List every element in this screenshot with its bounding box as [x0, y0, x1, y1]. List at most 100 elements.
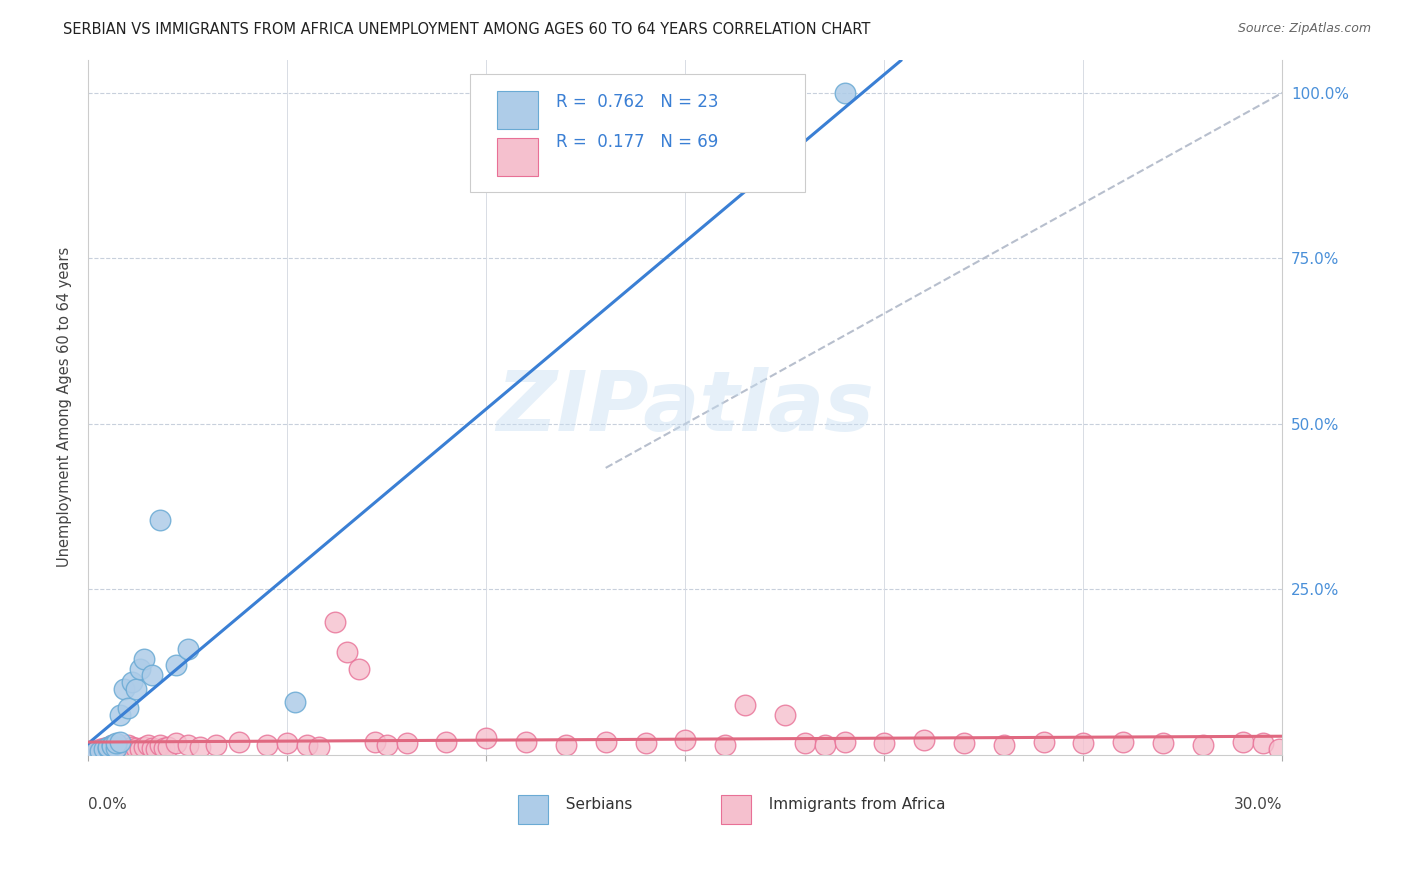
Point	[89, 742, 111, 756]
Point	[1267, 742, 1289, 756]
Point	[336, 645, 359, 659]
Point	[93, 741, 115, 756]
Point	[814, 738, 837, 752]
Point	[97, 739, 120, 754]
Point	[834, 734, 856, 748]
Text: R =  0.762   N = 23: R = 0.762 N = 23	[557, 93, 718, 111]
Point	[773, 708, 796, 723]
Text: Immigrants from Africa: Immigrants from Africa	[759, 797, 946, 812]
Point	[117, 738, 139, 752]
Point	[256, 738, 278, 752]
Point	[141, 741, 163, 756]
Point	[714, 738, 737, 752]
Point	[149, 513, 172, 527]
Text: SERBIAN VS IMMIGRANTS FROM AFRICA UNEMPLOYMENT AMONG AGES 60 TO 64 YEARS CORRELA: SERBIAN VS IMMIGRANTS FROM AFRICA UNEMPL…	[63, 22, 870, 37]
Point	[156, 739, 179, 754]
Point	[125, 681, 148, 696]
Point	[323, 615, 346, 630]
Point	[793, 736, 815, 750]
Point	[93, 742, 115, 756]
Point	[101, 745, 124, 759]
Point	[129, 662, 152, 676]
Point	[188, 739, 211, 754]
Text: 0.0%: 0.0%	[89, 797, 127, 812]
Point	[121, 675, 143, 690]
Point	[228, 734, 250, 748]
Point	[436, 734, 458, 748]
Point	[101, 738, 124, 752]
Point	[673, 733, 696, 747]
Text: ZIPatlas: ZIPatlas	[496, 367, 875, 448]
Point	[149, 738, 172, 752]
Point	[912, 733, 935, 747]
Point	[176, 738, 198, 752]
Point	[204, 738, 226, 752]
Point	[108, 739, 131, 754]
Point	[176, 641, 198, 656]
Point	[554, 738, 576, 752]
Point	[515, 734, 537, 748]
Point	[475, 731, 498, 746]
Text: 30.0%: 30.0%	[1234, 797, 1282, 812]
Point	[145, 742, 167, 756]
Point	[112, 681, 135, 696]
Point	[152, 741, 174, 756]
Point	[84, 744, 107, 758]
Point	[295, 738, 318, 752]
Point	[117, 701, 139, 715]
Point	[993, 738, 1015, 752]
Point	[276, 736, 298, 750]
Point	[1112, 734, 1135, 748]
Point	[953, 736, 976, 750]
Point	[105, 743, 128, 757]
Point	[132, 652, 155, 666]
Point	[89, 746, 111, 760]
Point	[105, 741, 128, 756]
Point	[634, 736, 657, 750]
Point	[89, 744, 111, 758]
Point	[132, 739, 155, 754]
Point	[364, 734, 387, 748]
FancyBboxPatch shape	[471, 73, 804, 192]
Text: Serbians: Serbians	[557, 797, 633, 812]
FancyBboxPatch shape	[496, 138, 538, 177]
Point	[101, 739, 124, 754]
Point	[1232, 734, 1254, 748]
Point	[347, 662, 370, 676]
Point	[308, 739, 330, 754]
Point	[141, 668, 163, 682]
Point	[84, 744, 107, 758]
FancyBboxPatch shape	[519, 795, 548, 824]
Point	[595, 734, 617, 748]
Point	[101, 738, 124, 752]
Point	[395, 736, 418, 750]
Point	[105, 741, 128, 756]
Point	[1073, 736, 1095, 750]
Y-axis label: Unemployment Among Ages 60 to 64 years: Unemployment Among Ages 60 to 64 years	[58, 247, 72, 567]
Point	[1032, 734, 1054, 748]
Point	[129, 742, 152, 756]
Point	[834, 86, 856, 100]
Point	[105, 736, 128, 750]
Point	[108, 708, 131, 723]
Point	[97, 742, 120, 756]
Point	[125, 741, 148, 756]
Point	[93, 744, 115, 758]
Text: R =  0.177   N = 69: R = 0.177 N = 69	[557, 133, 718, 151]
Point	[1251, 736, 1274, 750]
Point	[97, 744, 120, 758]
Point	[101, 742, 124, 756]
Point	[873, 736, 896, 750]
Point	[165, 658, 187, 673]
FancyBboxPatch shape	[496, 91, 538, 129]
FancyBboxPatch shape	[721, 795, 751, 824]
Point	[375, 738, 398, 752]
Point	[1192, 738, 1215, 752]
Point	[108, 734, 131, 748]
Point	[97, 741, 120, 756]
Point	[1152, 736, 1174, 750]
Point	[284, 695, 307, 709]
Point	[734, 698, 756, 713]
Point	[117, 742, 139, 756]
Point	[112, 743, 135, 757]
